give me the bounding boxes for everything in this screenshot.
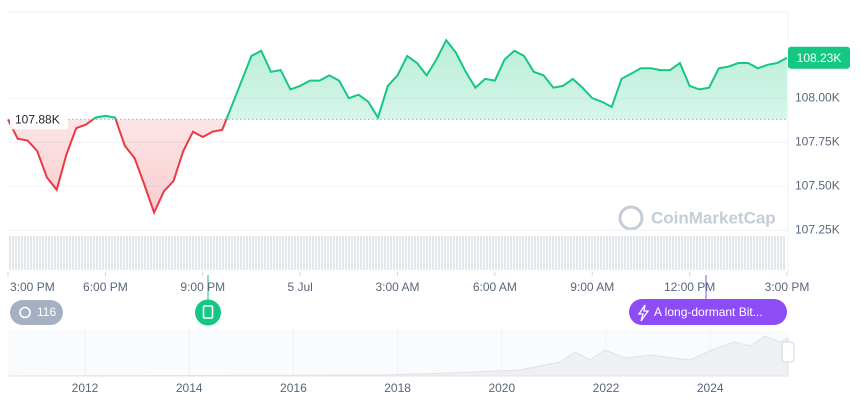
overview-year: 2022 [593,381,620,395]
overview-year: 2024 [697,381,724,395]
baseline-label-box [10,109,68,130]
lightning-icon [637,304,650,322]
x-tick-label: 5 Jul [287,280,312,294]
price-line-up [8,38,788,120]
y-tick-label: 107.25K [795,222,840,236]
baseline-label: 107.88K [15,113,60,127]
watermark: CoinMarketCap [618,205,776,231]
news-text: A long-dormant Bit... [654,305,763,319]
area-up [8,40,787,120]
overview-year: 2012 [72,381,99,395]
x-tick-label: 3:00 PM [10,280,55,294]
overview-year: 2016 [280,381,307,395]
overview-year: 2014 [176,381,203,395]
x-tick-label: 9:00 PM [180,280,225,294]
current-price-label: 108.23K [797,51,842,65]
y-tick-label: 107.75K [795,134,840,148]
y-tick-label: 108.00K [795,90,840,104]
current-price-box [788,46,850,69]
y-tick-label: 107.50K [795,178,840,192]
event-count-badge[interactable] [10,300,63,325]
x-tick-label: 9:00 AM [570,280,614,294]
event-count: 116 [37,305,56,319]
overview-year: 2018 [384,381,411,395]
history-icon [19,306,31,319]
x-tick-label: 12:00 PM [664,280,715,294]
x-tick-label: 3:00 AM [375,280,419,294]
volume-bars [8,236,786,270]
watermark-text: CoinMarketCap [651,208,776,227]
price-line-down [7,119,379,216]
overview-area [7,335,789,377]
overview-handle[interactable] [781,341,795,363]
doc-icon [202,305,214,319]
doc-badge[interactable] [195,299,221,326]
news-badge[interactable] [629,299,787,325]
area-down [8,119,227,213]
x-tick-label: 6:00 PM [83,280,128,294]
x-tick-label: 3:00 PM [765,280,810,294]
x-tick-label: 6:00 AM [473,280,517,294]
overview-year: 2020 [488,381,515,395]
